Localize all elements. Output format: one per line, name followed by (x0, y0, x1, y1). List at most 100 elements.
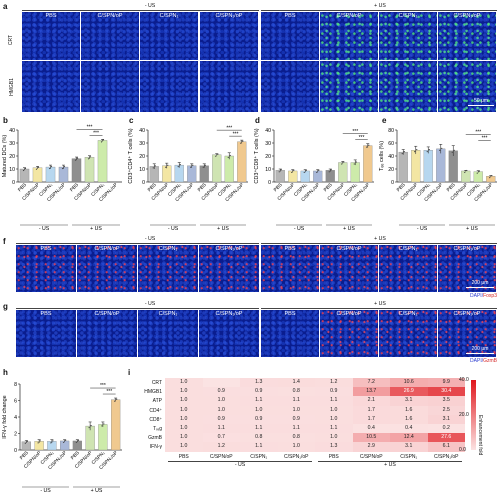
data-point (368, 144, 370, 146)
group-label-minus: - US (294, 226, 305, 232)
heatmap-cell: 0.8 (277, 433, 315, 443)
x-tick-label: PBS (323, 182, 334, 193)
heatmap-cell: 1.2 (202, 442, 240, 452)
data-point (318, 169, 320, 172)
data-point (22, 169, 25, 172)
data-point (403, 151, 405, 153)
data-point (242, 140, 244, 142)
tile-signal (379, 245, 437, 292)
group-label-plus: + US (466, 226, 478, 232)
bar-4 (187, 165, 197, 183)
group-label-minus: - US (39, 226, 50, 232)
panel-label-i: i (128, 368, 131, 377)
scale-bar-g: 200 μm (466, 346, 494, 355)
tile-signal (438, 245, 496, 292)
heatmap-column-label: C/SPN₁ (400, 453, 418, 460)
heatmap-cell: 0.8 (240, 433, 278, 443)
data-point (76, 157, 79, 159)
bar-4 (58, 166, 69, 183)
panel-label-a: a (3, 2, 8, 11)
tile-texture (140, 12, 198, 60)
tile-label: C/SPN₁/oP (453, 311, 481, 317)
significance-label: *** (106, 389, 112, 395)
scale-bar-f-label: 200 μm (471, 280, 489, 286)
data-point (63, 165, 66, 168)
tile-texture (22, 12, 80, 60)
tile-label: C/SPN₁/oP (453, 246, 481, 252)
heatmap-row-label: HMGB1 (144, 389, 162, 396)
heatmap-cell: 6.1 (427, 442, 465, 452)
heatmap-cell: 1.1 (315, 424, 353, 434)
data-point (414, 151, 416, 153)
tile-label: C/SPN₁/oP (215, 13, 243, 19)
data-point (278, 171, 280, 173)
stain-gzmb-g: GzmB (483, 358, 497, 364)
data-point (343, 161, 345, 163)
tile-label: C/SPN₁/oP (453, 13, 481, 19)
panel-label-f: f (3, 237, 6, 246)
significance-label: *** (482, 136, 488, 142)
tile-label: PBS (45, 13, 57, 19)
bar-chart-c: CD3⁺CD4⁺ T cells (%) 010203040PBSC/SPN/oP… (127, 125, 248, 232)
data-point (204, 164, 206, 166)
y-tick-label: 0 (268, 180, 271, 186)
y-tick-label: 20 (139, 154, 145, 160)
x-tick-label: PBS (197, 182, 208, 193)
heatmap-group-plus: + US (384, 461, 396, 468)
tile-signal (438, 61, 496, 112)
tile-texture (138, 310, 198, 357)
data-point (88, 426, 90, 429)
data-point (87, 158, 90, 160)
bar-2 (411, 150, 421, 183)
tile-signal (320, 61, 378, 112)
bar-chart-h: IFN-γ fold change02468PBSC/SPN/oPC/SPN₁C… (2, 382, 122, 494)
micrograph-gzmb-5: PBS (261, 310, 319, 357)
group-plus-us-a: + US (374, 3, 386, 9)
tile-label: C/SPN₁ (398, 246, 418, 252)
heatmap-cell: 0.4 (390, 424, 428, 434)
heatmap-cell: 1.0 (315, 433, 353, 443)
heatmap-cell: 12.4 (390, 433, 428, 443)
data-point (291, 171, 293, 174)
micrograph-foxp3-8: C/SPN₁/oP (438, 245, 496, 292)
tile-label: C/SPN/oP (94, 246, 120, 252)
heatmap-row-label: CD8⁺ (149, 416, 162, 423)
data-point (293, 169, 295, 172)
y-axis-label: Matured DCs (%) (2, 135, 8, 178)
stain-dapi-f: DAPI/ (470, 293, 484, 299)
bar-1 (275, 170, 285, 183)
tile-signal (320, 310, 378, 357)
bar-5 (71, 158, 82, 183)
y-tick-label: 20 (265, 154, 271, 160)
scale-bar-f-line (466, 287, 494, 289)
heatmap-row-label: CD4⁺ (149, 407, 162, 414)
heatmap-cell: 1.0 (315, 405, 353, 415)
micrograph-foxp3-6: C/SPN/oP (320, 245, 378, 292)
tile-label: C/SPN/oP (97, 13, 123, 19)
tile-texture (199, 310, 259, 357)
tile-signal (438, 12, 496, 60)
data-point (355, 161, 357, 163)
bar-3 (300, 170, 310, 183)
heatmap-cell: 2.5 (427, 405, 465, 415)
tile-texture (16, 310, 76, 357)
micrograph-gzmb-8: C/SPN₁/oP (438, 310, 496, 357)
micrograph-hmgb1-7 (379, 61, 437, 112)
micrograph-crt-2: C/SPN/oP (81, 12, 139, 60)
data-point (426, 151, 428, 153)
stain-dapi-g: DAPI/ (470, 358, 484, 364)
data-point (316, 171, 318, 174)
heatmap-row-label: Tᵣₑg (153, 426, 162, 432)
tile-signal (16, 245, 76, 292)
y-axis-label: IFN-γ fold change (2, 395, 8, 438)
data-point (103, 423, 105, 425)
bar-4 (313, 170, 323, 183)
tile-label: C/SPN/oP (336, 311, 362, 317)
heatmap-cell: 7.2 (352, 378, 390, 388)
y-tick-label: 10 (139, 167, 145, 173)
heatmap-cell: 1.3 (315, 442, 353, 452)
significance-label: *** (359, 135, 365, 141)
heatmap-cell: 10.6 (390, 378, 428, 388)
bar-7 (350, 162, 360, 183)
heatmap-cell: 9.9 (427, 378, 465, 388)
